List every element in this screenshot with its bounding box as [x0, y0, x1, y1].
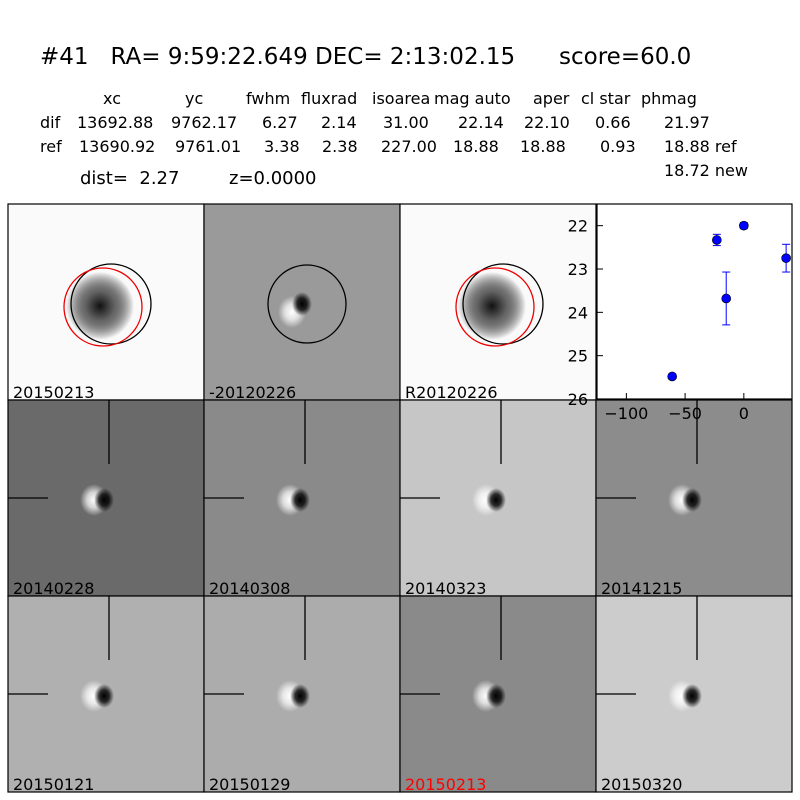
cell: 18.88 — [453, 137, 499, 156]
cell: 3.38 — [264, 137, 300, 156]
aperture-ref — [63, 267, 143, 347]
panel-label: 20140228 — [13, 579, 94, 598]
panel-label: 20150213 — [13, 383, 94, 402]
image-panel: 20150121 — [7, 595, 205, 794]
y-tick-label: 22 — [568, 217, 588, 236]
column-header: fluxrad — [301, 89, 357, 108]
phmag-new: 18.72 new — [664, 161, 748, 180]
column-header: isoarea — [372, 89, 430, 108]
y-tick-label: 24 — [568, 303, 588, 322]
point — [739, 220, 749, 231]
dipole-black — [486, 684, 506, 708]
dipole-black — [682, 684, 702, 708]
source — [458, 272, 526, 340]
aperture — [462, 263, 544, 345]
title: #41 RA= 9:59:22.649 DEC= 2:13:02.15 scor… — [40, 44, 691, 70]
point — [667, 371, 677, 382]
cell: 0.93 — [600, 137, 636, 156]
cell: 21.97 — [664, 113, 710, 132]
image-panel: 20141215 — [595, 399, 793, 598]
column-header: cl star — [581, 89, 631, 108]
aperture-ref — [455, 267, 535, 347]
image-panel: 20150213 — [7, 203, 205, 402]
image-panel: 20140308 — [203, 399, 401, 598]
cell: 9761.01 — [175, 137, 241, 156]
cell: 9762.17 — [171, 113, 237, 132]
y-tick-label: 23 — [568, 260, 588, 279]
dipole-black — [486, 488, 506, 512]
dist: dist= 2.27 — [80, 168, 179, 189]
x-tick-label: −100 — [604, 404, 648, 423]
column-header: yc — [185, 89, 203, 108]
panel-label: -20120226 — [209, 383, 296, 402]
cell: 22.14 — [458, 113, 504, 132]
cell: 31.00 — [383, 113, 429, 132]
cell: 18.88 ref — [664, 137, 737, 156]
dipole-black — [290, 684, 310, 708]
y-tick-label: 26 — [568, 390, 588, 409]
row-label: ref — [40, 137, 62, 156]
cell: 227.00 — [381, 137, 437, 156]
x-tick-label: 0 — [739, 404, 749, 423]
source — [66, 272, 134, 340]
image-panel: 20140228 — [7, 399, 205, 598]
image-panel: 20150213 — [399, 595, 597, 794]
point — [721, 293, 732, 304]
panel-label: 20141215 — [601, 579, 682, 598]
column-header: aper — [533, 89, 570, 108]
aperture — [70, 263, 152, 345]
plot-area — [596, 203, 793, 400]
column-header: xc — [103, 89, 121, 108]
dipole-black — [290, 488, 310, 512]
panel-label: 20140308 — [209, 579, 290, 598]
image-panel: 20150320 — [595, 595, 793, 794]
column-header: fwhm — [246, 89, 290, 108]
x-tick-label: −50 — [668, 404, 702, 423]
dipole-black — [292, 292, 312, 316]
image-panel: 20140323 — [399, 399, 597, 598]
cell: 13692.88 — [77, 113, 153, 132]
panel-label: 20150129 — [209, 775, 290, 794]
image-panel: -20120226 — [203, 203, 401, 402]
cell: 0.66 — [595, 113, 631, 132]
column-header: phmag — [641, 89, 697, 108]
cell: 2.14 — [321, 113, 357, 132]
y-tick-label: 25 — [568, 347, 588, 366]
cell: 13690.92 — [79, 137, 155, 156]
dipole-black — [94, 488, 114, 512]
z: z=0.0000 — [229, 168, 317, 189]
point — [781, 253, 791, 263]
plot-marks — [667, 220, 791, 382]
panel-label: 20150213 — [405, 775, 486, 794]
aperture — [267, 264, 347, 344]
cell: 2.38 — [322, 137, 358, 156]
row-label: dif — [40, 113, 61, 132]
panel-label: 20140323 — [405, 579, 486, 598]
image-panel: 20150129 — [203, 595, 401, 794]
panel-frame — [595, 595, 793, 793]
cell: 6.27 — [262, 113, 298, 132]
panel-label: R20120226 — [405, 383, 498, 402]
column-header: mag auto — [434, 89, 511, 108]
panel-label: 20150320 — [601, 775, 682, 794]
panel-label: 20150121 — [13, 775, 94, 794]
image-panel: R20120226 — [399, 203, 597, 402]
dipole-black — [682, 488, 702, 512]
cell: 18.88 — [520, 137, 566, 156]
point — [712, 235, 722, 245]
cell: 22.10 — [524, 113, 570, 132]
dipole-black — [94, 684, 114, 708]
